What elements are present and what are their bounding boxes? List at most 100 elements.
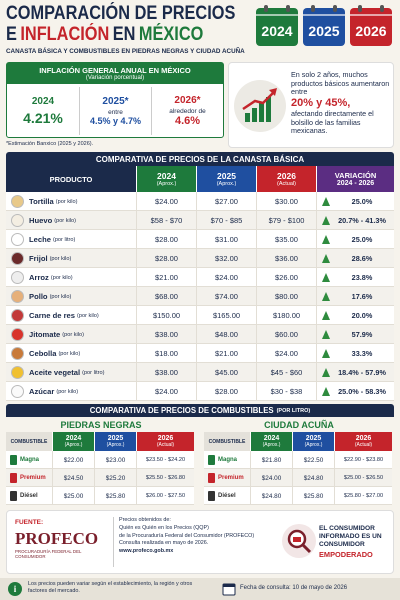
product-name: Arroz (por kilo) (29, 268, 73, 287)
divider (316, 249, 317, 268)
header-cell: 2025 (Aprox.) (196, 166, 256, 192)
inflation-subtitle: (Variación porcentual) (85, 75, 145, 81)
detail-line: Precios obtenidos de: (119, 517, 171, 523)
fuel-title: COMPARATIVA DE PRECIOS DE COMBUSTIBLES (89, 406, 274, 415)
basket-row: Cebolla (por kilo) $18.00 $21.00 $24.00 33.3% (6, 344, 394, 363)
basket-row: Frijol (por kilo) $28.00 $32.00 $36.00 28.6% (6, 249, 394, 268)
product: Frijol (29, 254, 48, 263)
inflation-header: INFLACIÓN GENERAL ANUAL EN MÉXICO (Varia… (7, 63, 223, 84)
basket-row: Tortilla (por kilo) $24.00 $27.00 $30.00 25.0… (6, 192, 394, 211)
header-year: 2026 (355, 435, 372, 442)
price: $24.00 (136, 192, 196, 211)
header-cell: VARIACIÓN 2024 - 2026 (316, 166, 394, 192)
up-arrow (322, 387, 330, 396)
callout-after: afectando directamente el bolsillo de la… (291, 109, 374, 136)
slogan-text: EL CONSUMIDOR INFORMADO ES UN CONSUMIDOR (319, 525, 382, 549)
product-name: Jitomate (por kilo) (29, 325, 84, 344)
product: Cebolla (29, 349, 57, 358)
product-icon (11, 233, 24, 246)
header-year: 2024 (263, 435, 280, 442)
basket-row: Pollo (por kilo) $68.00 $74.00 $80.00 17.6% (6, 287, 394, 306)
product-name: Azúcar (por kilo) (29, 382, 78, 401)
fuel-name: Premium (218, 475, 244, 481)
price: $28.00 (196, 382, 256, 401)
price: $24.00 (250, 469, 292, 487)
disclaimer: Los precios pueden variar según el estab… (28, 581, 193, 595)
price: $22.50 (292, 451, 334, 469)
inflation-title: INFLACIÓN GENERAL ANUAL EN MÉXICO (39, 66, 191, 75)
product: Huevo (29, 216, 53, 225)
price: $28.00 (136, 249, 196, 268)
header-note: (Aprox.) (216, 181, 237, 187)
header-year: 2025 (107, 435, 124, 442)
callout: En solo 2 años, muchos productos básicos… (228, 62, 394, 148)
unit: (por kilo) (49, 255, 72, 262)
price: $70 - $85 (196, 211, 256, 230)
variation: 28.6% (351, 254, 373, 263)
divider (316, 287, 317, 306)
basket-row: Arroz (por kilo) $21.00 $24.00 $26.00 23.8% (6, 268, 394, 287)
detail-line: Consulta realizada en mayo de 2026. (119, 540, 209, 547)
unit: (por kilo) (49, 293, 72, 300)
fuel-name: Magna (20, 457, 40, 463)
inflation-year: 2024 (31, 96, 55, 107)
pump-icon (10, 455, 17, 465)
divider (316, 192, 317, 211)
product: Arroz (29, 273, 49, 282)
header-note: (Aprox.) (156, 181, 177, 187)
price: $26.00 - $27.50 (136, 487, 194, 505)
callout-text: En solo 2 años, muchos productos básicos… (291, 70, 391, 136)
unit: (por litro) (52, 236, 76, 243)
pump-icon (208, 455, 215, 465)
header-note: (Aprox.) (106, 442, 125, 448)
variation: 57.9% (351, 330, 373, 339)
fuel-row: Premium $24.00 $24.80 $25.00 - $26.50 (204, 469, 392, 487)
unit: (por litro) (82, 369, 105, 376)
slogan: EL CONSUMIDOR INFORMADO ES UN CONSUMIDOR… (319, 525, 391, 560)
inflation-value: 4.6% (174, 115, 201, 127)
product-icon (11, 214, 24, 227)
fuel-name: Premium (20, 475, 46, 481)
product-icon (11, 195, 24, 208)
up-arrow (322, 292, 330, 301)
info-icon: i (8, 582, 22, 596)
product: Aceite vegetal (29, 368, 81, 377)
price: $30.00 (256, 192, 316, 211)
divider (316, 382, 317, 401)
header-cell: COMBUSTIBLE (204, 432, 250, 451)
inflation-col: 2026* alrededor de 4.6% (151, 87, 223, 135)
price: $23.50 - $24.20 (136, 451, 194, 469)
basket-row: Azúcar (por kilo) $24.00 $28.00 $30 - $38 25.… (6, 382, 394, 401)
price: $80.00 (256, 287, 316, 306)
inflation-prefix: alrededor de (169, 108, 206, 115)
price: $24.80 (292, 469, 334, 487)
price: $23.00 (94, 451, 136, 469)
price: $180.00 (256, 306, 316, 325)
callout-before: En solo 2 años, muchos productos básicos… (291, 70, 390, 97)
header-cell: COMBUSTIBLE (6, 432, 52, 451)
price: $26.00 (256, 268, 316, 287)
variation: 17.6% (351, 292, 373, 301)
up-arrow (322, 235, 330, 244)
inflation-box: INFLACIÓN GENERAL ANUAL EN MÉXICO (Varia… (6, 62, 224, 138)
up-arrow (322, 311, 330, 320)
divider (316, 344, 317, 363)
bottom-bar: i Los precios pueden variar según el est… (0, 578, 400, 600)
price: $21.80 (250, 451, 292, 469)
unit: (por kilo) (58, 350, 81, 357)
header-year: 2025 (305, 435, 322, 442)
basket-row: Huevo (por kilo) $58 - $70 $70 - $85 $79 - $… (6, 211, 394, 230)
product-name: Cebolla (por kilo) (29, 344, 80, 363)
header-cell: 2025 (Aprox.) (292, 432, 334, 451)
title-word: MÉXICO (138, 24, 204, 45)
header-note: (Aprox.) (262, 442, 281, 448)
header-note: (Aprox.) (64, 442, 83, 448)
price: $24.00 (256, 344, 316, 363)
price: $48.00 (196, 325, 256, 344)
up-arrow (322, 197, 330, 206)
inflation-col: 2025* entre 4.5% y 4.7% (79, 87, 151, 135)
basket-title: COMPARATIVA DE PRECIOS DE LA CANASTA BÁS… (6, 152, 394, 166)
price: $45 - $60 (256, 363, 316, 382)
inflation-value: 4.21% (23, 110, 63, 126)
